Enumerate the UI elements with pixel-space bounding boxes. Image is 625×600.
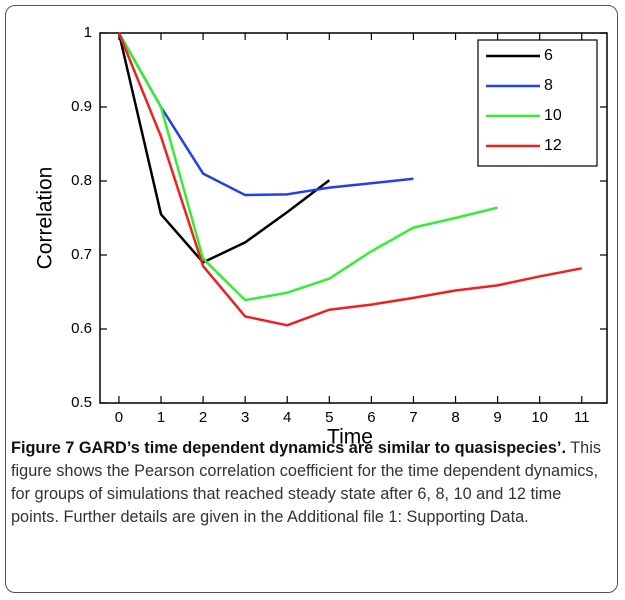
series-line — [117, 32, 582, 327]
y-tick-label: 0.7 — [71, 246, 92, 263]
x-tick-label: 8 — [451, 409, 459, 426]
x-tick-label: 11 — [574, 409, 590, 426]
x-tick-label: 5 — [325, 409, 333, 426]
x-axis-title: Time — [327, 426, 373, 449]
caption-text: This figure shows the Pearson correlatio… — [11, 439, 601, 526]
x-tick-label: 6 — [367, 409, 375, 426]
series-line — [117, 32, 331, 264]
y-tick-label: 0.9 — [71, 98, 92, 115]
y-tick-label: 0.5 — [71, 394, 92, 411]
x-tick-label: 2 — [199, 409, 207, 426]
y-axis-title: Correlation — [34, 167, 57, 270]
chart: Time Correlation 0 1 2 3 4 5 6 7 8 9 10 110.50.60.7… — [34, 24, 608, 449]
caption-label: Figure 7 — [11, 439, 75, 457]
series-line — [117, 32, 498, 302]
x-tick-label: 10 — [531, 409, 548, 426]
caption: Figure 7 GARD’s time dependent dynamics … — [11, 437, 611, 529]
x-tick-label: 7 — [409, 409, 417, 426]
series-line — [117, 32, 414, 197]
legend-label: 12 — [544, 137, 562, 154]
y-tick-label: 1 — [84, 24, 92, 41]
x-tick-label: 0 — [115, 409, 123, 426]
legend-label: 8 — [544, 77, 553, 94]
legend-label: 6 — [544, 47, 553, 64]
x-tick-label: 4 — [283, 409, 291, 426]
figure: Time Correlation 0 1 2 3 4 5 6 7 8 9 10 11 0.5 0.6 0.7… — [5, 5, 618, 593]
caption-title: GARD’s time dependent dynamics are simil… — [78, 439, 566, 457]
x-tick-label: 9 — [493, 409, 501, 426]
x-tick-label: 3 — [241, 409, 249, 426]
y-tick-label: 0.6 — [71, 320, 92, 337]
legend-label: 10 — [544, 107, 562, 124]
y-tick-label: 0.8 — [71, 172, 92, 189]
plot-frame — [99, 32, 608, 404]
x-tick-label: 1 — [157, 409, 165, 426]
